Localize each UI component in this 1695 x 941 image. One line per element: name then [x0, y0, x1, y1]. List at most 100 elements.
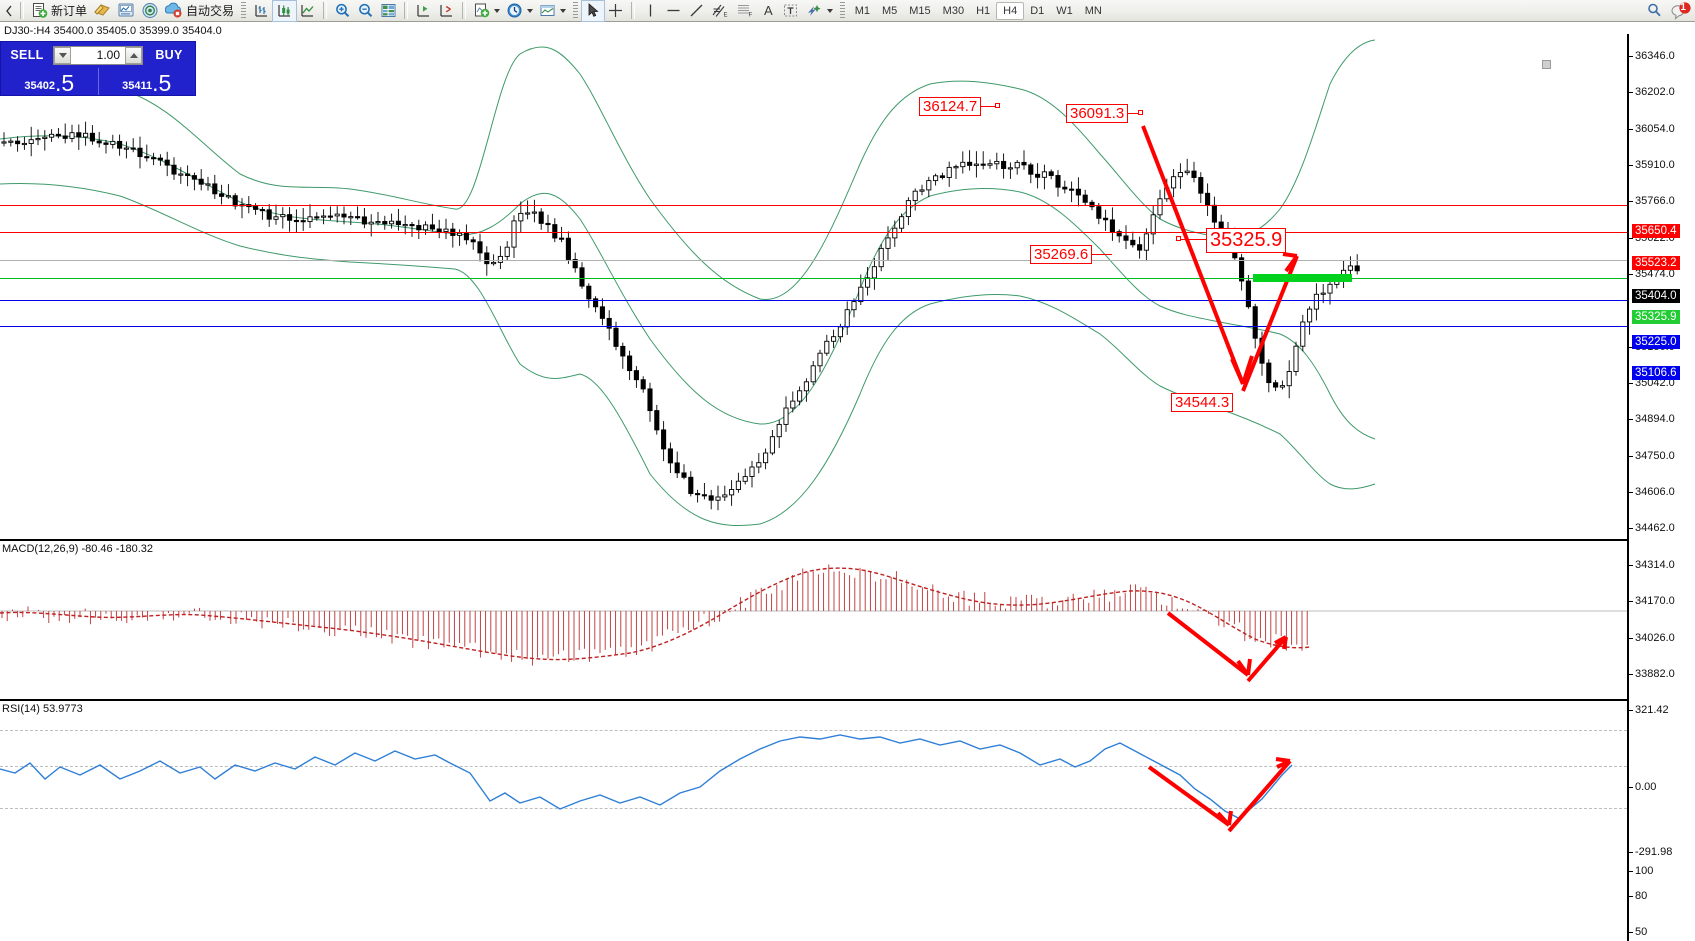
annotation-36091[interactable]: 36091.3 [1066, 104, 1129, 123]
level-line-35325[interactable] [0, 278, 1627, 279]
price-level-badge[interactable]: 35225.0 [1632, 335, 1680, 349]
price-level-badge[interactable]: 35523.2 [1632, 256, 1680, 270]
new-order-label: 新订单 [51, 4, 88, 18]
cursor-tool-button[interactable] [581, 0, 606, 22]
level-line-35650[interactable] [0, 205, 1627, 206]
timeframe-m15[interactable]: M15 [909, 4, 931, 17]
text-label-tool-button[interactable] [779, 1, 802, 21]
macd-tick [1629, 710, 1633, 711]
price-tick [1629, 201, 1633, 202]
vertical-line-tool-button[interactable] [639, 1, 662, 21]
equidistant-channel-tool-button[interactable]: E [708, 1, 733, 21]
level-line-35523[interactable] [0, 232, 1627, 233]
level-line-35225[interactable] [0, 300, 1627, 301]
toolbar-grip[interactable] [241, 2, 247, 19]
terminal-button[interactable] [114, 1, 138, 21]
annotation-34544[interactable]: 34544.3 [1171, 393, 1234, 412]
timeframe-m5[interactable]: M5 [881, 4, 898, 17]
chart-scroll-handle[interactable] [1542, 60, 1551, 69]
chevron-down-icon [58, 52, 67, 58]
autotrading-button[interactable]: 自动交易 [162, 1, 237, 21]
zoom-out-button[interactable] [354, 1, 377, 21]
price-level-badge[interactable]: 35404.0 [1632, 289, 1680, 303]
chevron-down-icon[interactable] [527, 8, 534, 13]
chevron-down-icon[interactable] [826, 8, 833, 13]
timeframe-mn[interactable]: MN [1084, 4, 1102, 17]
toolbar-separator [404, 2, 409, 19]
candlestick-chart-button[interactable] [272, 0, 298, 22]
price-tick-label: 34170.0 [1635, 595, 1675, 607]
buy-price[interactable]: 35411 .5 [97, 68, 196, 95]
toolbar-separator [323, 2, 328, 19]
chevron-down-icon[interactable] [494, 8, 501, 13]
sell-button-label[interactable]: SELL [10, 48, 44, 62]
price-level-badge[interactable]: 35325.9 [1632, 310, 1680, 324]
macd-pane[interactable]: MACD(12,26,9) -80.46 -180.32 [0, 539, 1627, 699]
new-order-button[interactable]: 新订单 [28, 1, 90, 21]
volume-increment-button[interactable] [125, 46, 142, 64]
volume-input[interactable]: 1.00 [96, 48, 120, 62]
annotation-36124[interactable]: 36124.7 [919, 97, 982, 116]
rsi-level-80 [0, 730, 1627, 731]
search-button[interactable] [1643, 1, 1667, 21]
signals-button[interactable] [138, 1, 162, 21]
target-zone-bar[interactable] [1253, 274, 1352, 282]
price-tick [1629, 492, 1633, 493]
projection-arrows [1141, 125, 1299, 392]
annotation-35269[interactable]: 35269.6 [1030, 245, 1093, 264]
notifications-button[interactable]: 1 [1667, 1, 1695, 21]
zoom-in-button[interactable] [331, 1, 354, 21]
rsi-tick [1629, 896, 1633, 897]
price-level-badge[interactable]: 35106.6 [1632, 366, 1680, 380]
price-axis[interactable]: 36346.0 36202.0 36054.0 35910.0 35766.0 35622… [1627, 34, 1695, 941]
arrows-tool-button[interactable] [802, 1, 836, 21]
price-tick [1629, 601, 1633, 602]
price-level-badge[interactable]: 35650.4 [1632, 224, 1680, 238]
fibonacci-tool-button[interactable]: F [733, 1, 758, 21]
toolbar-grip[interactable] [839, 2, 845, 19]
chart-shift-button[interactable] [412, 1, 435, 21]
timeframe-d1[interactable]: D1 [1030, 4, 1045, 17]
level-line-35106[interactable] [0, 326, 1627, 327]
one-click-trading-panel[interactable]: SELL 1.00 BUY 35402 .5 35411 .5 [0, 41, 196, 96]
trendline-tool-button[interactable] [685, 1, 708, 21]
timeframe-h1[interactable]: H1 [976, 4, 991, 17]
price-tick [1629, 638, 1633, 639]
sell-price[interactable]: 35402 .5 [1, 68, 98, 95]
chevron-down-icon[interactable] [560, 8, 567, 13]
sell-price-sub: .5 [54, 70, 75, 97]
period-button[interactable] [503, 1, 536, 21]
horizontal-line-tool-button[interactable] [662, 1, 685, 21]
timeframe-m1[interactable]: M1 [854, 4, 870, 17]
buy-price-main: 35411 [122, 80, 153, 92]
rsi-tick-label: 50 [1635, 926, 1648, 938]
data-window-button[interactable] [377, 1, 400, 21]
rsi-pane[interactable]: RSI(14) 53.9773 [0, 699, 1627, 861]
price-tick-label: 34894.0 [1635, 413, 1675, 425]
text-tool-button[interactable]: A [758, 1, 779, 21]
buy-button-label[interactable]: BUY [155, 48, 183, 62]
toolbar-grip[interactable] [573, 2, 579, 19]
one-click-trading-prices: 35402 .5 35411 .5 [1, 68, 195, 95]
volume-decrement-button[interactable] [54, 46, 71, 64]
chart-area[interactable]: 36124.7 36091.3 35325.9 35269.6 34544.3 … [0, 34, 1695, 941]
price-pane[interactable]: 36124.7 36091.3 35325.9 35269.6 34544.3 [0, 34, 1627, 539]
price-tick-label: 33882.0 [1635, 668, 1675, 680]
level-line-35404[interactable] [0, 260, 1627, 261]
timeframe-h4[interactable]: H4 [996, 1, 1025, 20]
crosshair-tool-button[interactable] [604, 1, 627, 21]
volume-stepper[interactable]: 1.00 [53, 45, 143, 65]
expert-advisors-button[interactable] [90, 1, 114, 21]
price-tick [1629, 456, 1633, 457]
bar-chart-button[interactable] [250, 1, 273, 21]
timeframe-m30[interactable]: M30 [942, 4, 965, 17]
annotation-35325[interactable]: 35325.9 [1206, 228, 1287, 253]
line-chart-button[interactable] [296, 1, 319, 21]
toolbar-overflow-left[interactable] [2, 1, 16, 21]
price-tick-label: 35766.0 [1635, 195, 1675, 207]
template-button[interactable] [536, 1, 569, 21]
price-tick [1629, 56, 1633, 57]
add-indicator-button[interactable] [470, 1, 503, 21]
chart-autoscroll-button[interactable] [435, 1, 458, 21]
timeframe-w1[interactable]: W1 [1056, 4, 1073, 17]
